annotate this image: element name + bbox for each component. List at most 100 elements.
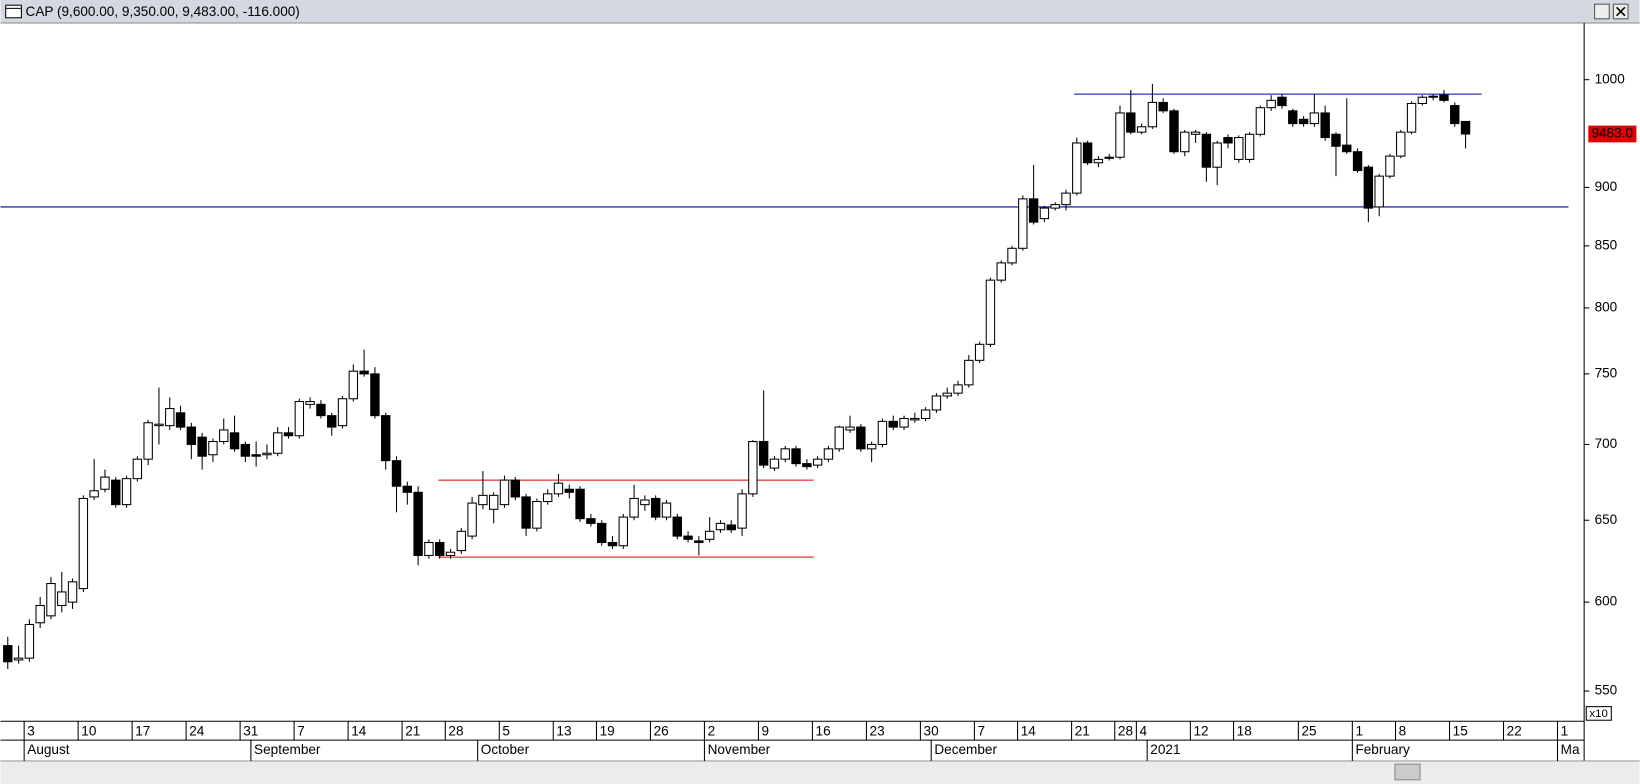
y-tick-label: 650 bbox=[1595, 512, 1618, 527]
candle-body bbox=[629, 497, 639, 518]
axis-note: x10 bbox=[1589, 708, 1608, 720]
candle-body bbox=[316, 403, 326, 417]
candle-body bbox=[985, 279, 996, 345]
candle-body bbox=[1244, 133, 1255, 160]
candle-body bbox=[758, 441, 769, 466]
x-tick-label: 5 bbox=[502, 723, 510, 738]
candle-body bbox=[413, 491, 423, 556]
x-tick-label: 12 bbox=[1193, 723, 1208, 738]
scrollbar[interactable] bbox=[0, 762, 1640, 784]
candle-body bbox=[1007, 247, 1017, 264]
candle-body bbox=[143, 422, 153, 460]
candle-body bbox=[704, 530, 715, 540]
x-tick-label: 31 bbox=[243, 723, 258, 738]
candle-body bbox=[510, 479, 520, 498]
candle-body bbox=[1104, 156, 1114, 159]
candle-body bbox=[262, 452, 272, 456]
candle-body bbox=[1298, 118, 1309, 125]
x-tick-label: 9 bbox=[762, 723, 770, 738]
candle-body bbox=[78, 497, 89, 590]
candle-body bbox=[737, 493, 747, 529]
candle-body bbox=[812, 458, 823, 466]
candle-body bbox=[1212, 142, 1222, 168]
candle-body bbox=[154, 423, 164, 427]
candle-body bbox=[877, 420, 888, 445]
candle-body bbox=[1374, 175, 1384, 208]
x-tick-label: 17 bbox=[135, 723, 150, 738]
candle-body bbox=[219, 429, 229, 443]
close-icon bbox=[1615, 6, 1626, 17]
candle-body bbox=[910, 417, 920, 421]
candle-body bbox=[586, 518, 596, 524]
candle-body bbox=[953, 384, 963, 394]
month-label: Ma bbox=[1561, 742, 1580, 757]
candle-body bbox=[661, 502, 672, 518]
candle-body bbox=[24, 623, 35, 659]
restore-button[interactable] bbox=[1594, 3, 1610, 20]
candle-body bbox=[165, 408, 175, 427]
candle-body bbox=[931, 395, 942, 411]
candle-body bbox=[780, 448, 790, 460]
x-tick-label: 8 bbox=[1399, 723, 1407, 738]
candle-body bbox=[294, 401, 305, 437]
y-tick-label: 550 bbox=[1595, 683, 1618, 698]
candle-body bbox=[715, 522, 726, 531]
x-tick-label: 30 bbox=[924, 723, 940, 738]
x-tick-label: 7 bbox=[297, 723, 305, 738]
candle-body bbox=[13, 657, 24, 661]
candle-body bbox=[121, 478, 132, 506]
candle-body bbox=[305, 401, 315, 405]
candle-body bbox=[1147, 101, 1158, 128]
candle-body bbox=[845, 426, 855, 431]
candle-body bbox=[186, 426, 197, 445]
candle-body bbox=[1460, 120, 1471, 135]
candle-body bbox=[499, 479, 510, 506]
month-label: August bbox=[27, 742, 70, 757]
month-label: February bbox=[1355, 742, 1410, 757]
candle-body bbox=[888, 420, 898, 428]
candle-body bbox=[478, 494, 488, 506]
candle-body bbox=[57, 591, 67, 607]
candle-body bbox=[1136, 126, 1147, 133]
candle-body bbox=[596, 522, 607, 544]
candle-body bbox=[229, 432, 240, 450]
candle-body bbox=[1450, 105, 1460, 125]
candle-body bbox=[1352, 151, 1363, 172]
candle-body bbox=[1061, 192, 1071, 206]
x-tick-label: 7 bbox=[978, 723, 986, 738]
candle-body bbox=[337, 398, 348, 427]
candle-body bbox=[100, 476, 110, 490]
candle-body bbox=[1028, 198, 1039, 223]
title-bar bbox=[0, 0, 1640, 23]
scroll-thumb[interactable] bbox=[1394, 763, 1421, 781]
candle-body bbox=[726, 524, 736, 531]
candle-body bbox=[35, 604, 45, 624]
candle-body bbox=[542, 493, 553, 503]
candle-body bbox=[1223, 137, 1233, 144]
candle-body bbox=[1439, 94, 1449, 101]
x-tick-label: 21 bbox=[1075, 723, 1090, 738]
candle-body bbox=[3, 645, 13, 663]
candle-body bbox=[1115, 112, 1125, 158]
candle-body bbox=[208, 441, 218, 456]
candle-body bbox=[111, 479, 121, 506]
month-label: 2021 bbox=[1150, 742, 1180, 757]
candle-body bbox=[1406, 102, 1417, 133]
candle-body bbox=[640, 499, 650, 506]
y-tick-label: 800 bbox=[1595, 299, 1618, 314]
candle-body bbox=[532, 501, 542, 529]
y-tick-label: 1000 bbox=[1595, 71, 1626, 86]
candle-body bbox=[1180, 131, 1190, 153]
x-tick-label: 15 bbox=[1453, 723, 1468, 738]
candle-body bbox=[607, 541, 618, 547]
candle-body bbox=[89, 490, 99, 498]
candle-body bbox=[1277, 96, 1287, 107]
candle-body bbox=[348, 370, 359, 400]
x-tick-label: 21 bbox=[405, 723, 420, 738]
candle-body bbox=[1201, 133, 1212, 168]
x-tick-label: 2 bbox=[708, 723, 716, 738]
x-tick-label: 22 bbox=[1507, 723, 1522, 738]
candle-body bbox=[424, 541, 434, 556]
